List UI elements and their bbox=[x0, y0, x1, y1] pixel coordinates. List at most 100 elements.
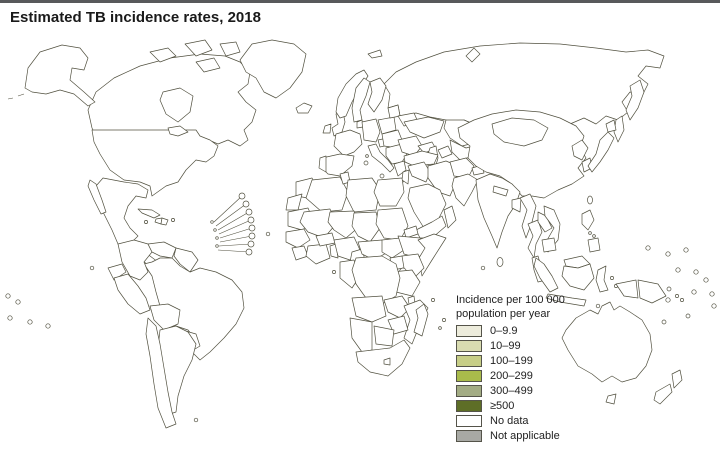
country-south-africa bbox=[355, 339, 411, 377]
country-somalia bbox=[417, 233, 447, 277]
island-sumatra bbox=[533, 257, 559, 293]
country-germany bbox=[361, 118, 381, 143]
country-japan bbox=[587, 131, 615, 173]
country-mongolia bbox=[491, 117, 549, 147]
country-ukraine bbox=[403, 116, 445, 139]
country-australia bbox=[561, 301, 653, 383]
legend-label: Not applicable bbox=[490, 429, 560, 442]
island-lesser-antilles bbox=[215, 236, 219, 240]
legend-title: Incidence per 100 000 population per yea… bbox=[456, 294, 616, 322]
island-sulawesi bbox=[595, 265, 609, 293]
region-alaska bbox=[24, 44, 96, 107]
region-baja-california bbox=[87, 179, 107, 215]
pacific-island-dot bbox=[27, 319, 33, 325]
country-ireland bbox=[322, 123, 332, 134]
island-comoros bbox=[431, 298, 435, 302]
country-chile bbox=[145, 317, 177, 429]
legend-row-c0: 0–9.9 bbox=[456, 324, 616, 337]
country-namibia bbox=[349, 317, 373, 353]
pacific-island-dot bbox=[683, 247, 689, 253]
island-svalbard bbox=[367, 49, 383, 59]
island-mindanao bbox=[587, 237, 601, 253]
region-senegal-guinea bbox=[285, 228, 311, 249]
legend-row-c2: 100–199 bbox=[456, 354, 616, 367]
legend-label: No data bbox=[490, 414, 529, 427]
legend-row-c1: 10–99 bbox=[456, 339, 616, 352]
island-reunion bbox=[438, 326, 442, 330]
legend-swatch-c3 bbox=[456, 369, 482, 382]
legend-label: 100–199 bbox=[490, 354, 533, 367]
pacific-island-dot bbox=[691, 289, 697, 295]
country-algeria bbox=[305, 176, 349, 213]
region-israel-jordan bbox=[401, 169, 410, 185]
top-rule bbox=[0, 0, 720, 3]
country-india bbox=[475, 173, 521, 249]
pacific-island-dot bbox=[665, 297, 671, 303]
legend-label: 0–9.9 bbox=[490, 324, 518, 337]
island-falklands bbox=[193, 417, 199, 423]
island-fiji bbox=[685, 313, 691, 319]
country-dominican-republic bbox=[160, 217, 169, 226]
country-sudan bbox=[375, 207, 409, 241]
region-cote-divoire-ghana bbox=[305, 243, 331, 265]
island-corsica bbox=[365, 154, 369, 158]
island-moluccas bbox=[610, 276, 614, 280]
hudson-bay bbox=[159, 87, 194, 123]
caribbean-island-dot bbox=[242, 200, 250, 208]
nz-north-island bbox=[671, 369, 683, 389]
caribbean-island-dot bbox=[247, 240, 255, 248]
legend-title-line2: population per year bbox=[456, 307, 551, 320]
country-sri-lanka bbox=[496, 257, 504, 267]
island-lesser-antilles bbox=[215, 244, 219, 248]
legend-swatch-c2 bbox=[456, 354, 482, 367]
country-norway bbox=[335, 69, 369, 119]
island-lesser-antilles bbox=[210, 220, 214, 224]
legend-swatch-c5 bbox=[456, 399, 482, 412]
country-poland bbox=[377, 116, 397, 135]
country-lesotho bbox=[383, 357, 391, 366]
aleutian-islands bbox=[7, 93, 25, 100]
legend-label: 200–299 bbox=[490, 369, 533, 382]
legend-row-c3: 200–299 bbox=[456, 369, 616, 382]
legend-row-not_applicable: Not applicable bbox=[456, 429, 616, 442]
legend-swatch-c0 bbox=[456, 324, 482, 337]
island-taiwan bbox=[587, 195, 593, 205]
island-puerto-rico bbox=[171, 218, 175, 222]
legend-swatch-not_applicable bbox=[456, 429, 482, 442]
country-botswana bbox=[373, 325, 395, 347]
legend-swatch-c4 bbox=[456, 384, 482, 397]
island-new-caledonia bbox=[661, 319, 667, 325]
country-finland bbox=[367, 77, 387, 113]
pacific-island-dot bbox=[45, 323, 51, 329]
pacific-island-dot bbox=[645, 245, 651, 251]
island-lesser-antilles bbox=[213, 228, 217, 232]
region-caucasus bbox=[437, 145, 453, 159]
island-galapagos bbox=[89, 265, 95, 271]
country-venezuela bbox=[147, 241, 177, 259]
region-kamchatka bbox=[625, 79, 645, 121]
legend-swatch-no_data bbox=[456, 414, 482, 427]
island-visayas bbox=[592, 234, 596, 238]
great-lakes bbox=[167, 125, 189, 137]
country-cuba bbox=[137, 208, 161, 219]
country-brazil bbox=[143, 257, 245, 361]
country-bangladesh bbox=[511, 197, 522, 213]
pacific-island-dot bbox=[675, 267, 681, 273]
arctic-island bbox=[195, 57, 221, 73]
country-south-sudan bbox=[381, 237, 405, 259]
country-myanmar bbox=[519, 193, 537, 239]
legend-label: ≥500 bbox=[490, 399, 515, 412]
page-title: Estimated TB incidence rates, 2018 bbox=[10, 9, 261, 26]
country-portugal bbox=[318, 155, 327, 173]
country-colombia bbox=[117, 239, 153, 281]
country-iceland bbox=[295, 102, 313, 114]
island-jamaica bbox=[144, 220, 148, 224]
pacific-island-dot bbox=[709, 291, 715, 297]
caribbean-callout-lines bbox=[213, 195, 253, 253]
region-romania-bulgaria bbox=[397, 135, 423, 157]
island-maldives bbox=[480, 265, 486, 271]
caribbean-island-dot bbox=[245, 248, 253, 256]
pacific-island-dot bbox=[665, 251, 671, 257]
country-pakistan bbox=[451, 173, 479, 207]
caribbean-island-dot bbox=[248, 224, 256, 232]
